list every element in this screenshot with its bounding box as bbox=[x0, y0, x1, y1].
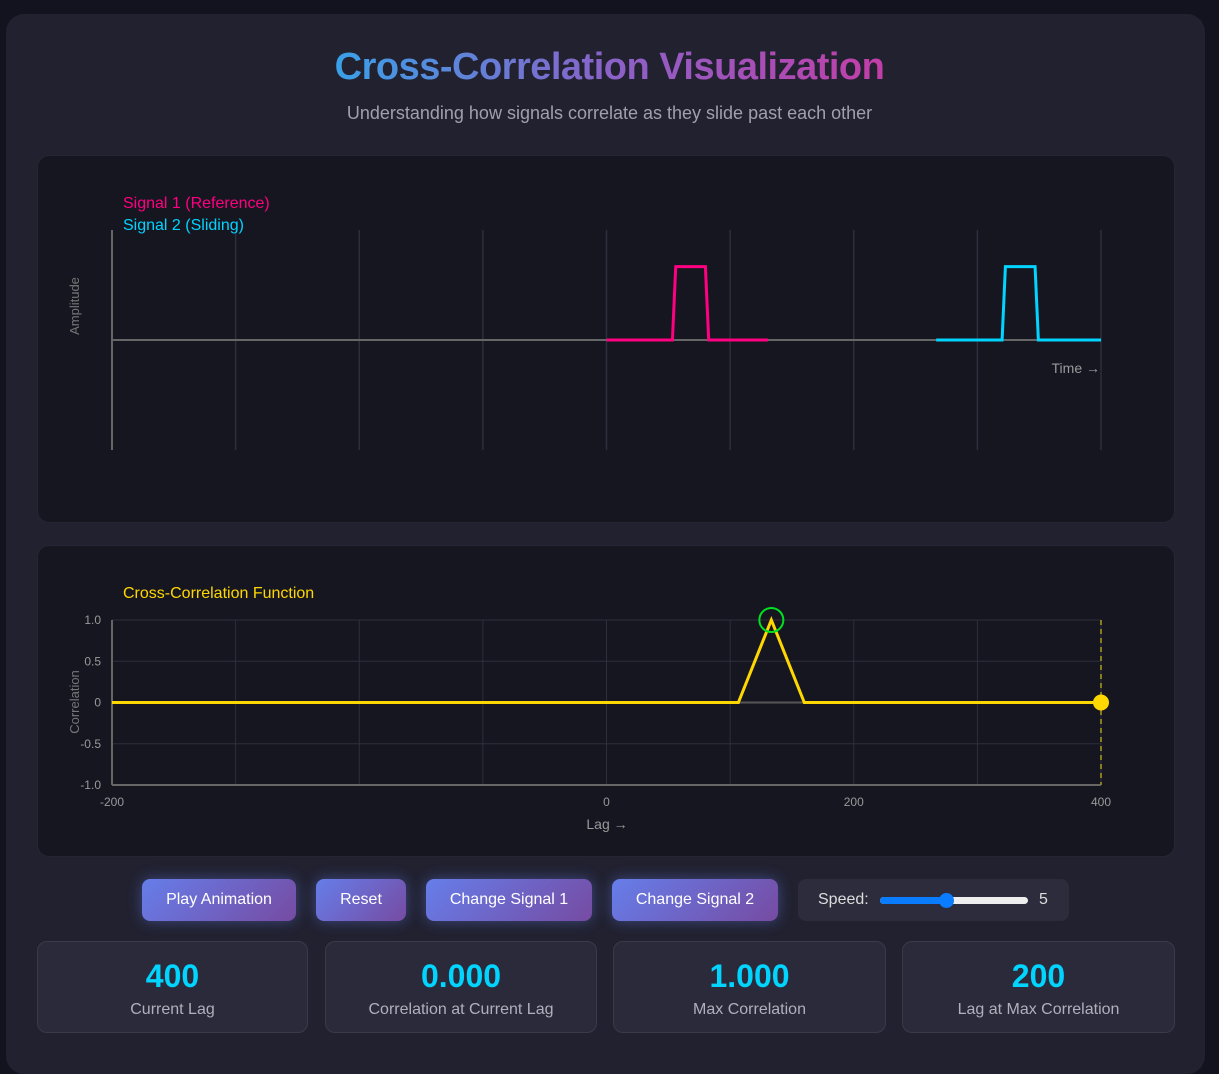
speed-label: Speed: bbox=[818, 891, 869, 908]
y-tick-label: 1.0 bbox=[84, 613, 101, 627]
play-animation-button[interactable]: Play Animation bbox=[142, 879, 296, 921]
signal-panel: Signal 1 (Reference) Signal 2 (Sliding) … bbox=[37, 155, 1175, 523]
legend-signal-2: Signal 2 (Sliding) bbox=[123, 217, 244, 234]
stat-current-lag: 400 Current Lag bbox=[37, 941, 308, 1033]
stat-value: 1.000 bbox=[709, 958, 790, 994]
correlation-line bbox=[112, 615, 1101, 704]
stat-label: Current Lag bbox=[130, 1001, 215, 1018]
signal-chart: Signal 1 (Reference) Signal 2 (Sliding) … bbox=[67, 195, 1102, 450]
x-tick-label: 400 bbox=[1091, 795, 1111, 809]
signal-2-line bbox=[936, 265, 1101, 342]
stat-value: 200 bbox=[1011, 958, 1066, 994]
change-signal-1-button[interactable]: Change Signal 1 bbox=[426, 879, 592, 921]
y-axis-label: Amplitude bbox=[67, 277, 82, 335]
slider-thumb[interactable] bbox=[938, 893, 954, 908]
x-axis-label: Lag → bbox=[586, 816, 627, 832]
speed-value: 5 bbox=[1039, 891, 1048, 908]
current-lag-marker bbox=[1093, 694, 1109, 711]
max-correlation-marker bbox=[758, 607, 785, 633]
legend-signal-1: Signal 1 (Reference) bbox=[123, 195, 270, 212]
controls-bar: Play Animation Reset Change Signal 1 Cha… bbox=[0, 879, 1219, 921]
x-axis-label: Time → bbox=[1052, 360, 1100, 376]
change-signal-2-button[interactable]: Change Signal 2 bbox=[612, 879, 778, 921]
signal-1-line bbox=[606, 265, 769, 342]
stat-current-correlation: 0.000 Correlation at Current Lag bbox=[325, 941, 597, 1033]
x-tick-label: -200 bbox=[100, 795, 124, 809]
stat-label: Max Correlation bbox=[693, 1001, 806, 1018]
stat-value: 400 bbox=[145, 958, 200, 994]
page-subtitle: Understanding how signals correlate as t… bbox=[346, 103, 873, 123]
correlation-panel: Cross-Correlation Function Correlation L… bbox=[37, 545, 1175, 857]
x-tick-label: 200 bbox=[844, 795, 864, 809]
y-tick-label: 0.5 bbox=[84, 654, 101, 668]
stat-label: Correlation at Current Lag bbox=[368, 1001, 554, 1018]
y-tick-label: -1.0 bbox=[80, 778, 101, 792]
correlation-chart: Cross-Correlation Function Correlation L… bbox=[67, 585, 1111, 832]
page-title: Cross-Correlation Visualization bbox=[334, 46, 885, 88]
stat-value: 0.000 bbox=[420, 958, 502, 994]
stat-lag-at-max: 200 Lag at Max Correlation bbox=[902, 941, 1175, 1033]
slider-fill bbox=[880, 897, 946, 904]
x-tick-label: 0 bbox=[603, 795, 610, 809]
y-tick-label: 0 bbox=[94, 696, 101, 710]
y-axis-label: Correlation bbox=[67, 670, 82, 734]
reset-button[interactable]: Reset bbox=[316, 879, 406, 921]
y-tick-label: -0.5 bbox=[80, 737, 101, 751]
speed-slider[interactable] bbox=[880, 893, 1028, 908]
stat-label: Lag at Max Correlation bbox=[957, 1001, 1120, 1018]
chart-title: Cross-Correlation Function bbox=[123, 585, 314, 602]
stat-max-correlation: 1.000 Max Correlation bbox=[613, 941, 886, 1033]
